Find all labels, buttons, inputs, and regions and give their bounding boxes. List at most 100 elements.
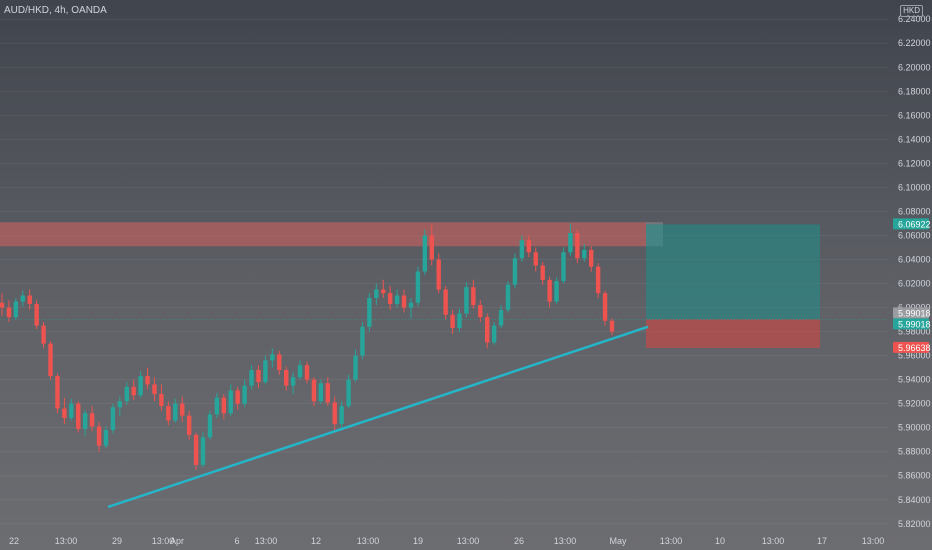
candle-body (48, 343, 53, 377)
y-tick-label: 5.84000 (898, 495, 931, 505)
candle-body (394, 295, 400, 304)
candle-body (256, 370, 261, 383)
candle-body (200, 437, 206, 465)
candle (367, 293, 372, 332)
price-axis[interactable]: 6.24000 6.22000 6.20000 6.18000 6.16000 6.140… (898, 14, 931, 529)
candle (505, 281, 511, 313)
candle-body (346, 379, 351, 407)
candle (76, 401, 81, 433)
candle-body (540, 265, 545, 280)
candle-body (228, 390, 233, 414)
candle-body (485, 317, 490, 343)
candle (69, 398, 74, 421)
candle-body (131, 386, 136, 396)
candle (34, 300, 39, 330)
candle (526, 235, 532, 258)
candle-body (582, 249, 587, 259)
symbol-label[interactable]: AUD/HKD, 4h, OANDA (4, 5, 107, 16)
candle-body (568, 233, 573, 253)
y-tick-label: 5.92000 (898, 399, 931, 409)
candle (221, 394, 227, 420)
resistance-zone[interactable] (0, 222, 646, 247)
x-tick-label: 13:00 (762, 536, 785, 546)
candle-body (89, 413, 95, 427)
x-tick-label: 10 (715, 536, 725, 546)
currency-badge[interactable]: HKD (900, 5, 923, 17)
candle (387, 285, 393, 310)
candle (436, 253, 441, 294)
candle-body (450, 314, 455, 328)
candle-body (374, 289, 379, 298)
candle (429, 224, 434, 266)
y-tick-label: 6.10000 (898, 182, 931, 192)
candle (325, 377, 330, 407)
candle (131, 379, 136, 401)
price-tag-bg (893, 341, 929, 353)
candle (62, 397, 67, 425)
candle (159, 384, 164, 411)
candle (485, 313, 490, 349)
candle-body (505, 284, 511, 310)
candle (13, 297, 19, 320)
x-tick-label: 12 (311, 536, 321, 546)
x-tick-label: 6 (234, 536, 239, 546)
stop-zone[interactable] (646, 319, 820, 348)
candle-body (152, 384, 157, 395)
candle (464, 282, 469, 318)
candle (228, 384, 233, 416)
candle-body (533, 252, 538, 266)
price-tag: 5.99018 (893, 318, 931, 330)
candle (589, 246, 594, 272)
candle-body (526, 240, 532, 253)
candle-body (575, 233, 580, 259)
candle (124, 382, 129, 405)
candle-body (429, 235, 434, 260)
candle (235, 386, 240, 410)
candle (173, 398, 178, 423)
candle (0, 293, 5, 316)
candle-body (311, 379, 317, 402)
candle (48, 341, 53, 380)
candle (304, 361, 310, 384)
candle-body (235, 390, 240, 404)
candle-body (415, 271, 421, 303)
candle-body (186, 415, 192, 435)
candle-body (6, 307, 12, 318)
x-tick-label: 19 (413, 536, 423, 546)
candle (318, 379, 324, 404)
candle (401, 289, 407, 313)
candle-body (471, 287, 476, 306)
candle-body (76, 403, 81, 429)
candle (138, 371, 143, 398)
candle (311, 377, 317, 407)
candle-body (304, 365, 310, 380)
candle (152, 377, 157, 402)
candle-body (180, 403, 185, 416)
x-tick-label: 13:00 (554, 536, 577, 546)
candle (415, 266, 421, 307)
candle-body (547, 279, 552, 302)
candle-body (110, 407, 116, 431)
ascending-trendline[interactable] (107, 325, 649, 509)
candle-body (443, 289, 448, 315)
candle (145, 367, 150, 390)
x-tick-label: 26 (514, 536, 524, 546)
candle-body (20, 295, 25, 302)
candle (242, 379, 247, 408)
price-tag-bg (893, 307, 929, 319)
candle-body (478, 305, 483, 318)
price-tag-label: 5.99018 (898, 319, 931, 329)
candle-body (138, 376, 143, 396)
x-tick-label: 13:00 (862, 536, 885, 546)
candle-body (297, 365, 303, 378)
candle-body (103, 430, 109, 446)
candle-body (360, 326, 365, 356)
price-tag-label: 6.06922 (898, 219, 931, 229)
candle (609, 318, 615, 336)
candle (284, 366, 289, 391)
x-tick-label: 29 (112, 536, 122, 546)
target-zone[interactable] (646, 224, 820, 320)
